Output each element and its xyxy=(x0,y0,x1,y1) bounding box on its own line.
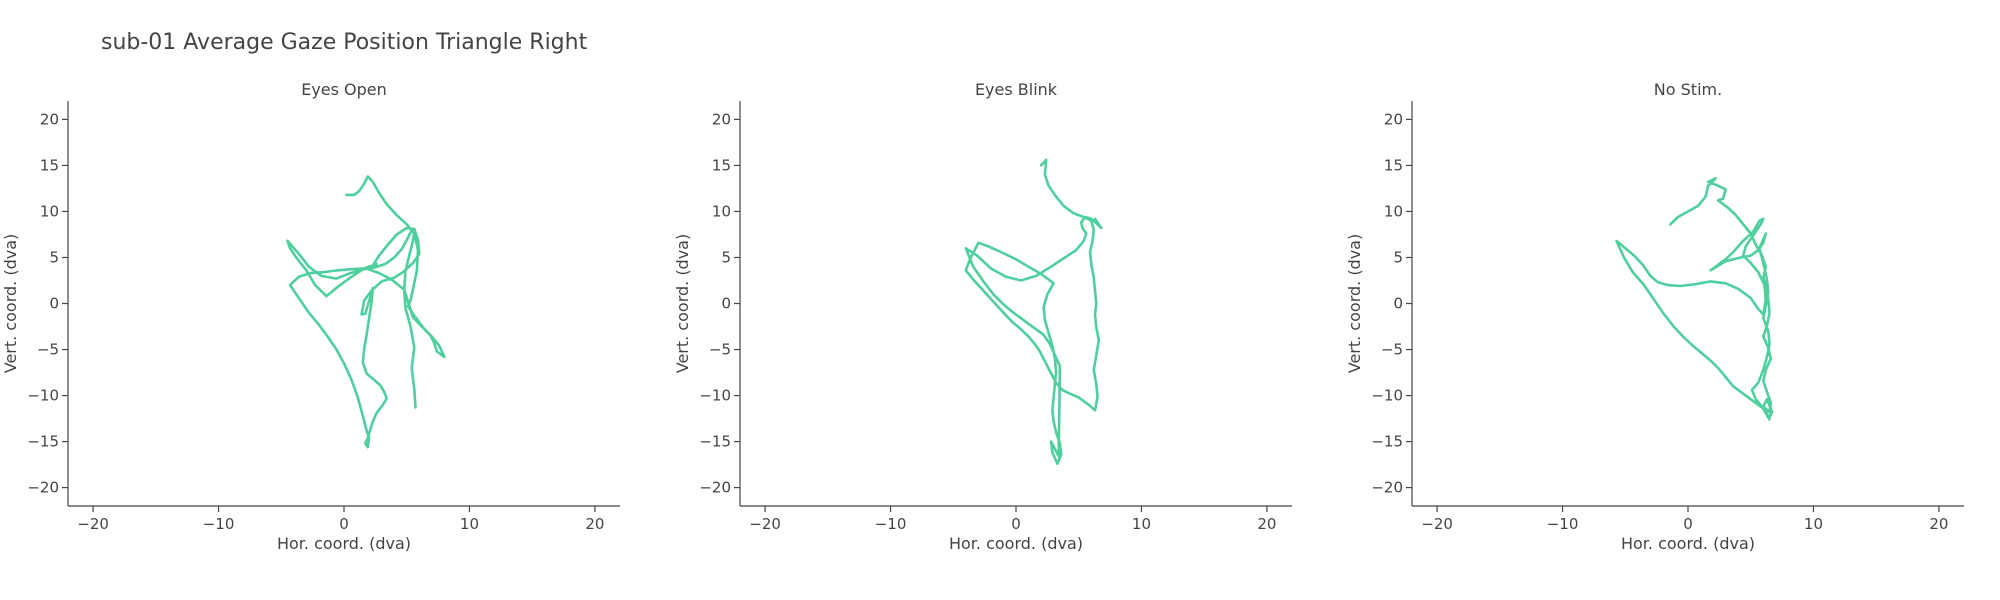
y-tick-label: 5 xyxy=(721,248,731,266)
y-tick-label: 5 xyxy=(49,248,59,266)
y-axis-title: Vert. coord. (dva) xyxy=(673,234,692,373)
subplot-title: No Stim. xyxy=(1654,80,1722,99)
y-tick-label: 0 xyxy=(49,295,59,313)
subplot-3: No Stim. −20 −10 0 10 20 −20 −15 −10 −5 0 5 10 15 20 Ho… xyxy=(1345,80,1964,553)
subplot-1: Eyes Open −20 −10 0 10 20 −20 −15 −10 −5 0 5 10 15 20 H… xyxy=(1,80,620,553)
y-tick-label: −20 xyxy=(699,479,731,497)
x-tick-label: 0 xyxy=(1683,515,1693,533)
y-tick-label: 20 xyxy=(1384,110,1403,128)
y-axis-title: Vert. coord. (dva) xyxy=(1,234,20,373)
y-tick-label: −20 xyxy=(27,479,59,497)
subplot-2: Eyes Blink −20 −10 0 10 20 −20 −15 −10 −5 0 5 10 15 20… xyxy=(673,80,1292,553)
y-tick-label: 0 xyxy=(721,295,731,313)
y-tick-label: 5 xyxy=(1393,248,1403,266)
y-tick-label: 15 xyxy=(40,156,59,174)
x-axis-title: Hor. coord. (dva) xyxy=(1621,534,1755,553)
x-tick-label: 10 xyxy=(460,515,479,533)
y-tick-label: 15 xyxy=(1384,156,1403,174)
gaze-trace-line xyxy=(1615,177,1774,421)
y-tick-label: −5 xyxy=(37,341,59,359)
subplot-title: Eyes Open xyxy=(301,80,387,99)
x-tick-label: 10 xyxy=(1132,515,1151,533)
subplot-title: Eyes Blink xyxy=(975,80,1058,99)
x-tick-label: −10 xyxy=(203,515,235,533)
y-tick-label: 20 xyxy=(40,110,59,128)
gaze-trace-line xyxy=(286,175,446,449)
y-tick-label: −5 xyxy=(1381,341,1403,359)
y-tick-label: 10 xyxy=(1384,202,1403,220)
x-tick-label: 0 xyxy=(1011,515,1021,533)
y-tick-label: 20 xyxy=(712,110,731,128)
x-tick-label: 20 xyxy=(1929,515,1948,533)
x-tick-label: 20 xyxy=(1257,515,1276,533)
x-tick-label: −20 xyxy=(1421,515,1453,533)
y-tick-label: −10 xyxy=(699,387,731,405)
x-tick-label: 0 xyxy=(339,515,349,533)
y-tick-label: 10 xyxy=(712,202,731,220)
figure-title: sub-01 Average Gaze Position Triangle Ri… xyxy=(101,30,588,55)
y-tick-label: 10 xyxy=(40,202,59,220)
y-tick-label: −15 xyxy=(27,433,59,451)
y-tick-label: −10 xyxy=(1371,387,1403,405)
x-tick-label: −20 xyxy=(749,515,781,533)
y-tick-label: −5 xyxy=(709,341,731,359)
y-tick-label: −20 xyxy=(1371,479,1403,497)
y-axis-title: Vert. coord. (dva) xyxy=(1345,234,1364,373)
y-tick-label: 15 xyxy=(712,156,731,174)
y-tick-label: −15 xyxy=(1371,433,1403,451)
x-tick-label: 10 xyxy=(1804,515,1823,533)
x-axis-title: Hor. coord. (dva) xyxy=(277,534,411,553)
x-tick-label: −10 xyxy=(1547,515,1579,533)
y-tick-label: −15 xyxy=(699,433,731,451)
gaze-trace-line xyxy=(964,158,1103,465)
x-tick-label: −10 xyxy=(875,515,907,533)
x-axis-title: Hor. coord. (dva) xyxy=(949,534,1083,553)
x-tick-label: 20 xyxy=(585,515,604,533)
x-tick-label: −20 xyxy=(77,515,109,533)
y-tick-label: 0 xyxy=(1393,295,1403,313)
y-tick-label: −10 xyxy=(27,387,59,405)
